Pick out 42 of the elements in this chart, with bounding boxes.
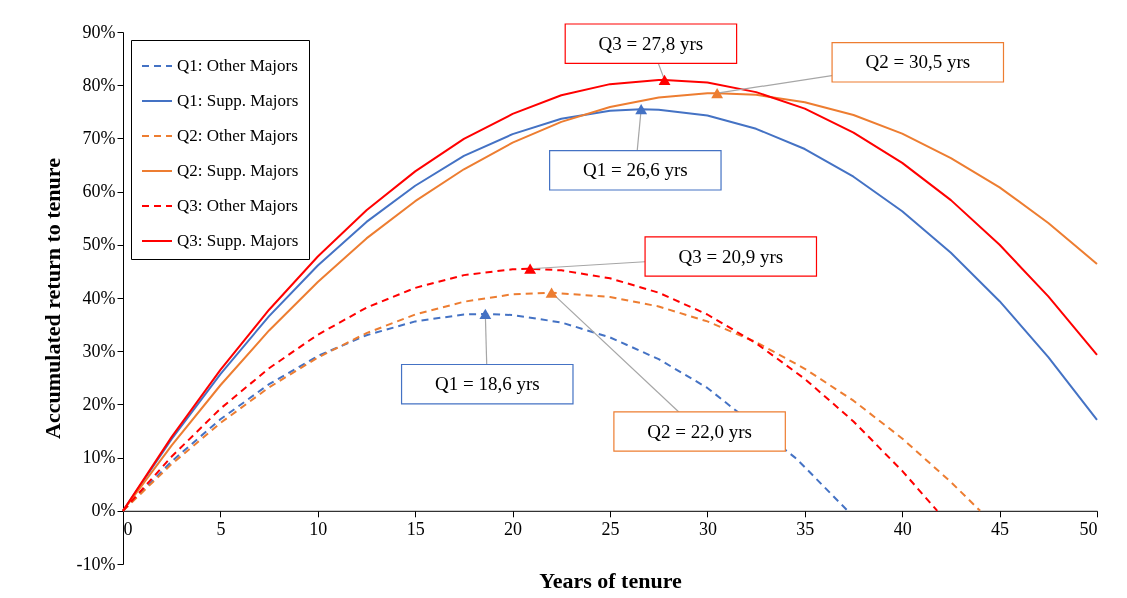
y-tick-label: 70% (82, 127, 116, 148)
point (635, 104, 648, 115)
point (545, 287, 558, 298)
x-tick-label: 30 (698, 519, 717, 540)
y-tick-label: 20% (82, 393, 116, 414)
y-tick-label: 60% (82, 181, 116, 202)
annotation: Q2 = 30,5 yrs (865, 51, 971, 73)
x-tick-label: 35 (796, 519, 815, 540)
annotation: Q3 = 27,8 yrs (598, 32, 704, 54)
x-tick-label: 50 (1079, 519, 1098, 540)
legend-label: Q2: Supp. Majors (177, 161, 299, 180)
y-tick-label: 40% (82, 287, 116, 308)
y-tick-label: -10% (76, 553, 116, 574)
legend-label: Q3: Supp. Majors (177, 231, 299, 250)
x-tick-label: 5 (216, 519, 226, 540)
legend-label: Q3: Other Majors (177, 196, 298, 215)
x-tick-label: 20 (504, 519, 523, 540)
point (658, 74, 671, 85)
annotation: Q1 = 18,6 yrs (434, 373, 540, 395)
y-tick-label: 90% (82, 21, 116, 42)
legend-label: Q1: Other Majors (177, 56, 298, 75)
y-tick-label: 10% (82, 447, 116, 468)
x-tick-label: 15 (406, 519, 425, 540)
x-tick-label: 45 (991, 519, 1010, 540)
point (711, 88, 724, 99)
annotation: Q2 = 22,0 yrs (647, 420, 752, 442)
x-tick-label: 40 (893, 519, 912, 540)
y-axis-title: Accumulated return to tenure (39, 157, 65, 439)
annotation: Q3 = 20,9 yrs (678, 245, 784, 267)
annotation: Q1 = 26,6 yrs (582, 159, 688, 181)
legend-label: Q2: Other Majors (177, 126, 298, 145)
x-axis-title: Years of tenure (539, 568, 683, 594)
y-tick-label: 0% (91, 500, 116, 521)
y-tick-label: 80% (82, 74, 116, 95)
x-tick-label: 25 (601, 519, 620, 540)
legend-label: Q1: Supp. Majors (177, 91, 299, 110)
x-tick-label: 0 (123, 519, 133, 540)
point (524, 263, 537, 274)
x-tick-label: 10 (309, 519, 328, 540)
y-tick-label: 30% (82, 340, 116, 361)
point (479, 308, 492, 320)
y-tick-label: 50% (82, 234, 116, 255)
